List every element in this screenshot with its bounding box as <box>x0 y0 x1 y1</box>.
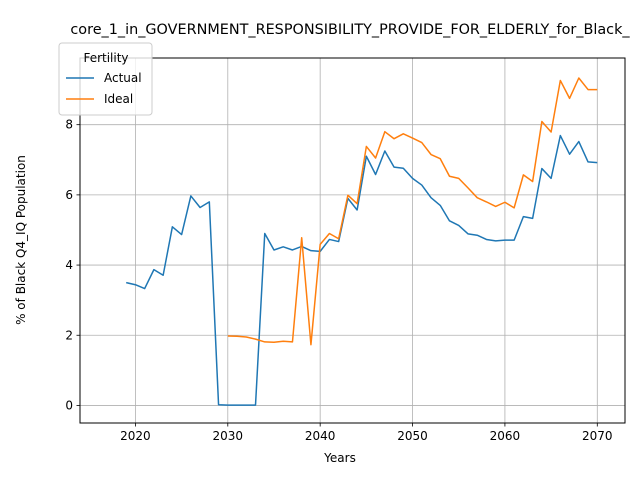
x-tick-label: 2050 <box>397 429 428 443</box>
plot-frame <box>79 57 626 424</box>
x-tick-label: 2040 <box>305 429 336 443</box>
legend-items: Actual Ideal <box>66 71 142 106</box>
series-layer <box>126 77 598 406</box>
tick-layer: 2020 2030 2040 2050 2060 2070 0 2 4 6 8 <box>65 118 612 443</box>
legend: Fertility Actual Ideal <box>58 42 153 116</box>
series-line-ideal <box>227 77 598 346</box>
grid-layer <box>80 58 625 423</box>
x-tick-label: 2060 <box>490 429 521 443</box>
legend-title: Fertility <box>83 51 128 65</box>
y-tick-label: 2 <box>65 328 73 342</box>
y-tick-label: 6 <box>65 188 73 202</box>
legend-label-actual: Actual <box>104 71 142 85</box>
y-tick-label: 4 <box>65 258 73 272</box>
y-axis-label: % of Black Q4_IQ Population <box>14 155 28 325</box>
legend-label-ideal: Ideal <box>104 92 133 106</box>
y-tick-label: 0 <box>65 398 73 412</box>
x-tick-label: 2030 <box>213 429 244 443</box>
series-line-actual <box>126 134 598 406</box>
x-tick-label: 2020 <box>120 429 151 443</box>
x-axis-label: Years <box>323 451 356 465</box>
y-tick-label: 8 <box>65 118 73 132</box>
x-tick-label: 2070 <box>582 429 613 443</box>
legend-box <box>58 42 153 116</box>
chart-title: core_1_in_GOVERNMENT_RESPONSIBILITY_PROV… <box>70 22 630 38</box>
